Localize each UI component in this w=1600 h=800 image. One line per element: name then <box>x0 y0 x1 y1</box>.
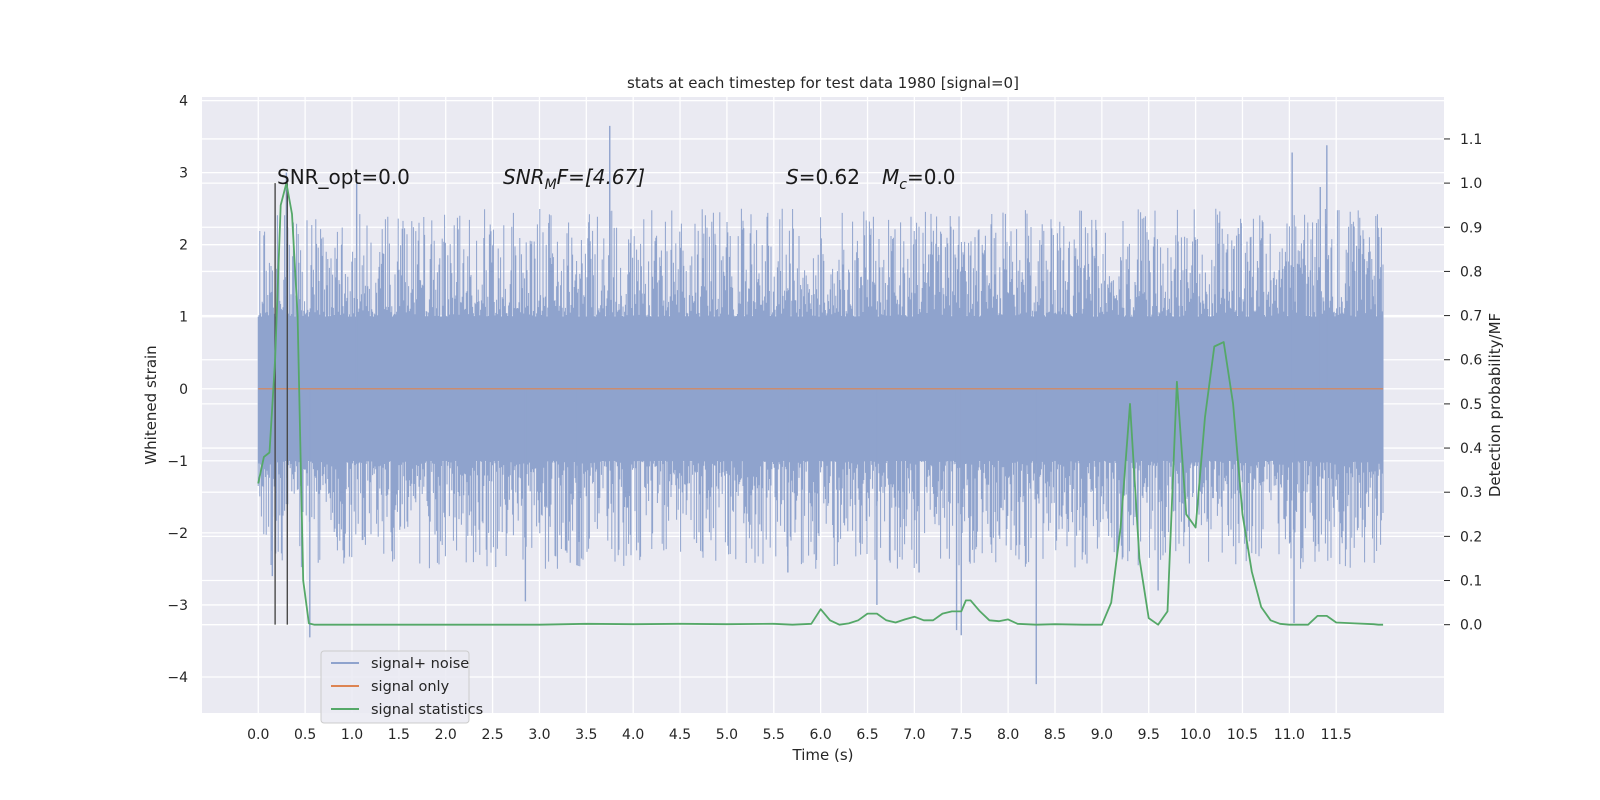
y-tick-label: −1 <box>167 454 188 470</box>
x-tick-label: 11.0 <box>1274 727 1305 743</box>
x-tick-labels: 0.0 0.5 1.0 1.5 2.0 2.5 3.0 3.5 4.0 4.5 5.0 5.5 6.0 6… <box>247 727 1352 743</box>
y-tick-label: −2 <box>167 526 188 542</box>
x-tick-label: 3.0 <box>528 727 550 743</box>
x-tick-label: 0.5 <box>294 727 316 743</box>
annotation-mc-value: =0.0 <box>907 165 956 189</box>
x-tick-label: 5.5 <box>763 727 785 743</box>
y2-tick-label: 0.6 <box>1460 353 1482 369</box>
y2-tick-label: 0.3 <box>1460 485 1482 501</box>
y-tick-label: 4 <box>179 94 188 110</box>
x-tick-label: 1.0 <box>341 727 363 743</box>
annotation-snr-mf-rest: F=[4.67] <box>557 165 645 189</box>
x-tick-label: 9.5 <box>1138 727 1160 743</box>
y-tick-labels: 4 3 2 1 0 −1 −2 −3 −4 <box>167 94 188 686</box>
signal-statistics-line <box>257 182 1384 626</box>
vertical-markers <box>274 183 288 625</box>
x-tick-label: 5.0 <box>716 727 738 743</box>
y2-tick-label: 0.1 <box>1460 574 1482 590</box>
legend-box <box>320 650 470 724</box>
y-axis-label: Whitened strain <box>142 345 160 464</box>
x-tick-label: 10.0 <box>1180 727 1211 743</box>
annotation-snr-mf-symbol: SNR <box>503 165 545 189</box>
noise-trace <box>257 208 1384 569</box>
legend-label-signal-noise: signal+ noise <box>371 656 469 672</box>
y2-tick-labels: 1.1 1.0 0.9 0.8 0.7 0.6 0.5 0.4 0.3 0.2 0.1 0.0 <box>1460 132 1482 634</box>
x-tick-label: 6.5 <box>856 727 878 743</box>
annotation-s-value: =0.62 <box>799 165 860 189</box>
annotation-mc-subscript: c <box>899 177 907 193</box>
annotation-snr-opt: SNR_opt=0.0 <box>277 165 410 189</box>
y2-tick-label: 0.2 <box>1460 529 1482 545</box>
y2-tick-label: 0.7 <box>1460 309 1482 325</box>
y2-tick-label: 0.8 <box>1460 264 1482 280</box>
y-tick-label: −4 <box>167 670 188 686</box>
series-signal-statistics <box>257 182 1384 626</box>
annotation-snr-mf-subscript: M <box>545 177 557 193</box>
x-tick-label: 11.5 <box>1321 727 1352 743</box>
x-tick-label: 6.0 <box>810 727 832 743</box>
x-axis-label: Time (s) <box>792 746 854 764</box>
x-tick-label: 4.5 <box>669 727 691 743</box>
legend: signal+ noise signal only signal statist… <box>320 650 483 724</box>
y-tick-label: 2 <box>179 238 188 254</box>
x-tick-label: 8.5 <box>1044 727 1066 743</box>
x-tick-label: 8.0 <box>997 727 1019 743</box>
legend-label-signal-only: signal only <box>371 679 450 695</box>
y2-tick-label: 0.0 <box>1460 618 1482 634</box>
x-tick-label: 1.5 <box>388 727 410 743</box>
x-tick-label: 2.5 <box>481 727 503 743</box>
x-tick-label: 4.0 <box>622 727 644 743</box>
x-tick-label: 7.0 <box>903 727 925 743</box>
annotation-s-symbol: S <box>786 165 799 189</box>
annotation-s: S=0.62 <box>786 165 860 189</box>
y2-tick-label: 1.0 <box>1460 176 1482 192</box>
annotation-mc-symbol: M <box>882 165 899 189</box>
y-tick-label: 3 <box>179 166 188 182</box>
x-tick-label: 2.0 <box>435 727 457 743</box>
chart-title: stats at each timestep for test data 198… <box>627 74 1019 92</box>
y2-tick-label: 0.4 <box>1460 441 1482 457</box>
y-tick-label: 1 <box>179 310 188 326</box>
x-tick-label: 3.5 <box>575 727 597 743</box>
y2-tick-label: 1.1 <box>1460 132 1482 148</box>
x-tick-label: 7.5 <box>950 727 972 743</box>
y2-tick-label: 0.9 <box>1460 220 1482 236</box>
y2-tick-label: 0.5 <box>1460 397 1482 413</box>
annotation-snr-mf: SNRMF=[4.67] <box>503 165 645 193</box>
x-tick-label: 0.0 <box>247 727 269 743</box>
x-tick-label: 10.5 <box>1227 727 1258 743</box>
y2-axis-label: Detection probability/MF <box>1486 313 1504 497</box>
annotation-mc: Mc=0.0 <box>882 165 956 193</box>
legend-label-signal-statistics: signal statistics <box>371 702 483 718</box>
y-tick-label: 0 <box>179 382 188 398</box>
x-tick-label: 9.0 <box>1091 727 1113 743</box>
y-tick-label: −3 <box>167 598 188 614</box>
